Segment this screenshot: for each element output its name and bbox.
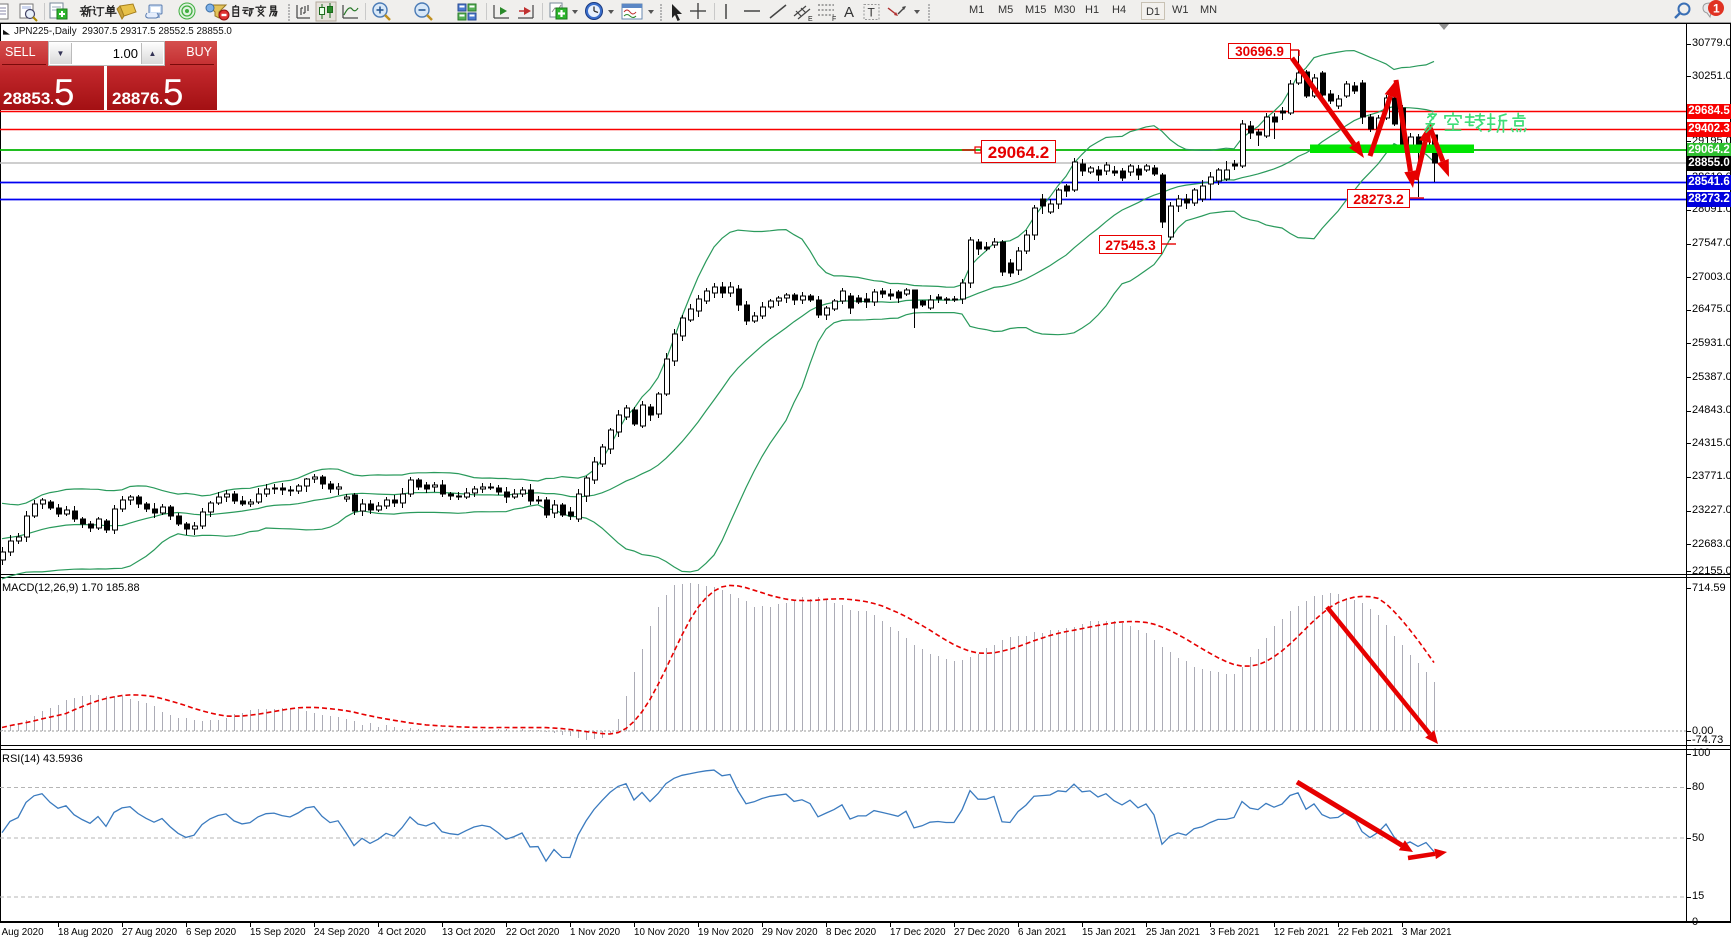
svg-text:1: 1 — [1713, 2, 1720, 16]
svg-text:A: A — [844, 4, 854, 21]
svg-text:F: F — [832, 16, 836, 23]
svg-text:T: T — [868, 6, 876, 20]
svg-text:E: E — [808, 16, 813, 23]
